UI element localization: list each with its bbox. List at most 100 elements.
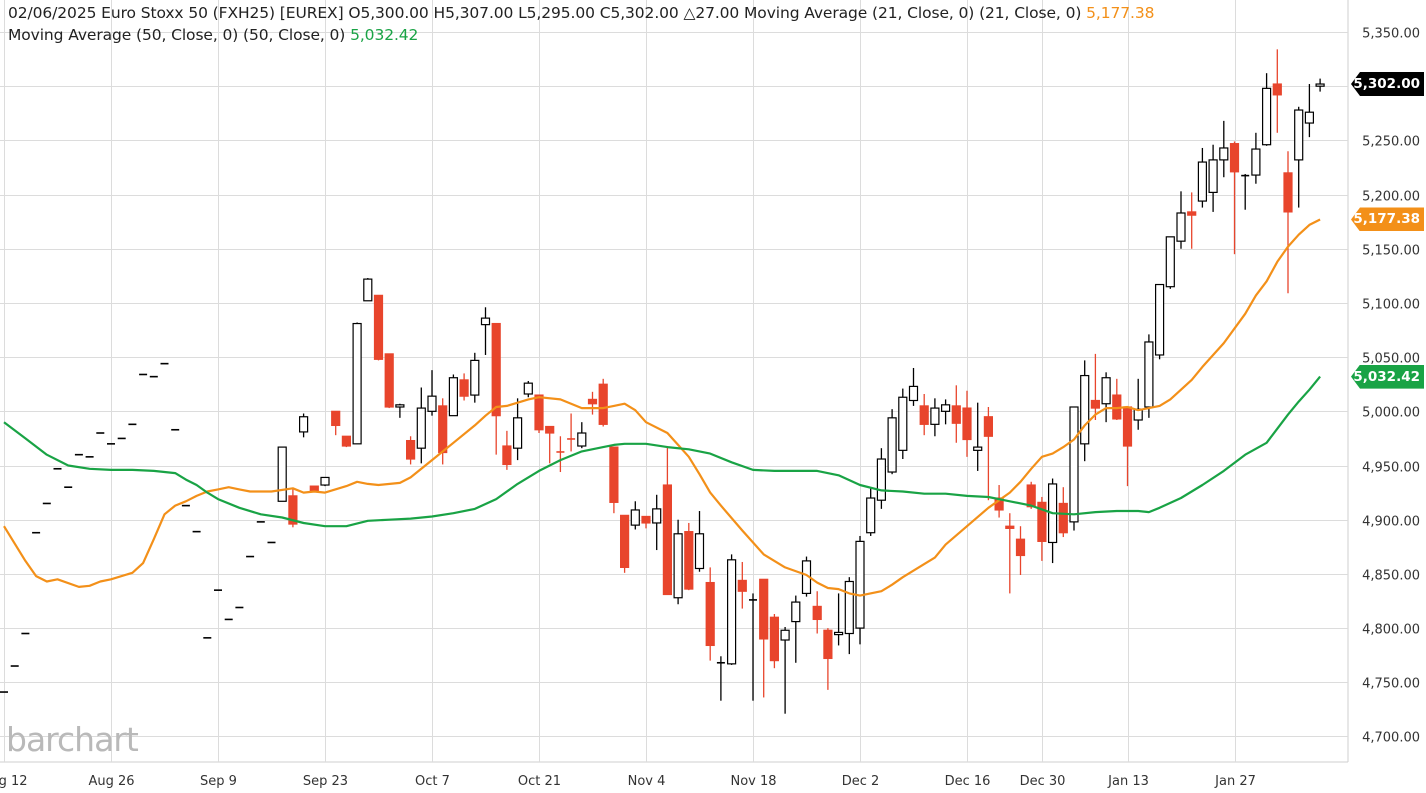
candle [1261, 73, 1272, 146]
x-axis: Aug 12 Aug 26 Sep 9 Sep 23 Oct 7 Oct 21 Nov 4 N… [0, 774, 1256, 789]
candle [556, 436, 565, 473]
x-tick-label: Aug 12 [0, 774, 28, 789]
header-change: △27.00 [683, 4, 740, 22]
y-axis: 5,350.005,300.005,250.005,200.005,150.00… [1362, 27, 1420, 746]
candle-body [1090, 399, 1101, 409]
candle [1304, 84, 1315, 138]
y-tick-label: 5,000.00 [1362, 406, 1420, 421]
candle-body [459, 379, 469, 397]
candle-body [769, 616, 780, 662]
candle [1197, 147, 1208, 208]
candle-body [1165, 236, 1175, 288]
candle [1112, 378, 1122, 421]
candle [962, 390, 972, 457]
candle [716, 656, 725, 701]
candle [630, 501, 640, 530]
candle-body [1176, 212, 1186, 242]
candle [577, 422, 587, 449]
header-close: C5,302.00 [599, 4, 679, 22]
candle-body [684, 531, 694, 590]
candle-body [1101, 377, 1111, 405]
ma21-price-tag: 5,177.38 [1351, 207, 1424, 232]
candle-body [759, 578, 769, 640]
candle [662, 446, 673, 596]
candle-body [652, 508, 662, 524]
candle [919, 393, 929, 436]
candle-body [491, 322, 501, 417]
y-tick-label: 4,800.00 [1362, 623, 1420, 638]
candle-body [1154, 283, 1165, 356]
candle [694, 511, 705, 572]
candle-body [1261, 87, 1272, 146]
candle [769, 614, 780, 669]
candle [898, 388, 908, 460]
candle [940, 399, 951, 425]
candle-body [320, 476, 330, 486]
x-tick-label: Oct 7 [415, 774, 450, 789]
candle [363, 278, 373, 302]
ma50-line [3, 375, 1321, 528]
candle [534, 394, 544, 434]
candle-body [1015, 538, 1026, 557]
candle-body [331, 410, 341, 427]
x-tick-label: Jan 13 [1107, 774, 1149, 789]
candle-body [844, 580, 854, 635]
candle [512, 398, 523, 461]
candle-body [1219, 147, 1229, 161]
candle-body [395, 404, 405, 408]
candle [1272, 49, 1282, 133]
candle [341, 435, 351, 448]
candle [1047, 478, 1058, 564]
candle [1090, 353, 1101, 421]
candle-body [930, 407, 940, 425]
candle-body [416, 407, 426, 449]
candle [726, 554, 737, 665]
candle-body [1187, 211, 1197, 216]
y-tick-label: 5,250.00 [1362, 135, 1420, 150]
candle [1315, 78, 1325, 92]
candle [673, 519, 683, 605]
ma21-label: Moving Average (21, Close, 0) (21, Close… [744, 4, 1082, 22]
candle-body [887, 417, 897, 473]
candle-body [705, 581, 715, 647]
candle [320, 476, 330, 487]
candle-body [919, 405, 929, 425]
x-tick-label: Aug 26 [88, 774, 134, 789]
candle-body [1304, 111, 1315, 124]
candle-body [619, 514, 630, 568]
candle [737, 561, 747, 609]
candle-body [512, 417, 523, 449]
y-tick-label: 4,950.00 [1362, 461, 1420, 476]
candle [1144, 334, 1154, 418]
candle-body [791, 601, 801, 623]
candle-body [983, 416, 994, 437]
candle [1015, 526, 1026, 575]
candle [448, 374, 458, 417]
candle [930, 398, 940, 437]
candle-body [1058, 502, 1068, 534]
candle-body [480, 317, 491, 326]
candle [705, 567, 715, 661]
y-tick-label: 5,100.00 [1362, 298, 1420, 313]
candle-body [673, 533, 683, 599]
candle-body [1144, 341, 1154, 408]
candle [833, 593, 844, 646]
candle [823, 628, 833, 690]
candle-body [448, 377, 458, 417]
candle [1229, 141, 1240, 255]
candle-body [609, 446, 619, 503]
candle-body [277, 446, 287, 502]
candle [352, 322, 362, 445]
ma50-label: Moving Average (50, Close, 0) (50, Close… [8, 26, 346, 44]
candle-body [812, 605, 822, 621]
candle [1080, 360, 1090, 462]
barchart-watermark-logo: barchart [6, 720, 139, 759]
candle [844, 577, 854, 655]
x-tick-label: Sep 9 [200, 774, 237, 789]
candle [1251, 132, 1261, 184]
candle-body [641, 515, 651, 524]
candle-body [694, 533, 705, 570]
candle-body [373, 294, 384, 360]
candle [1283, 151, 1293, 294]
